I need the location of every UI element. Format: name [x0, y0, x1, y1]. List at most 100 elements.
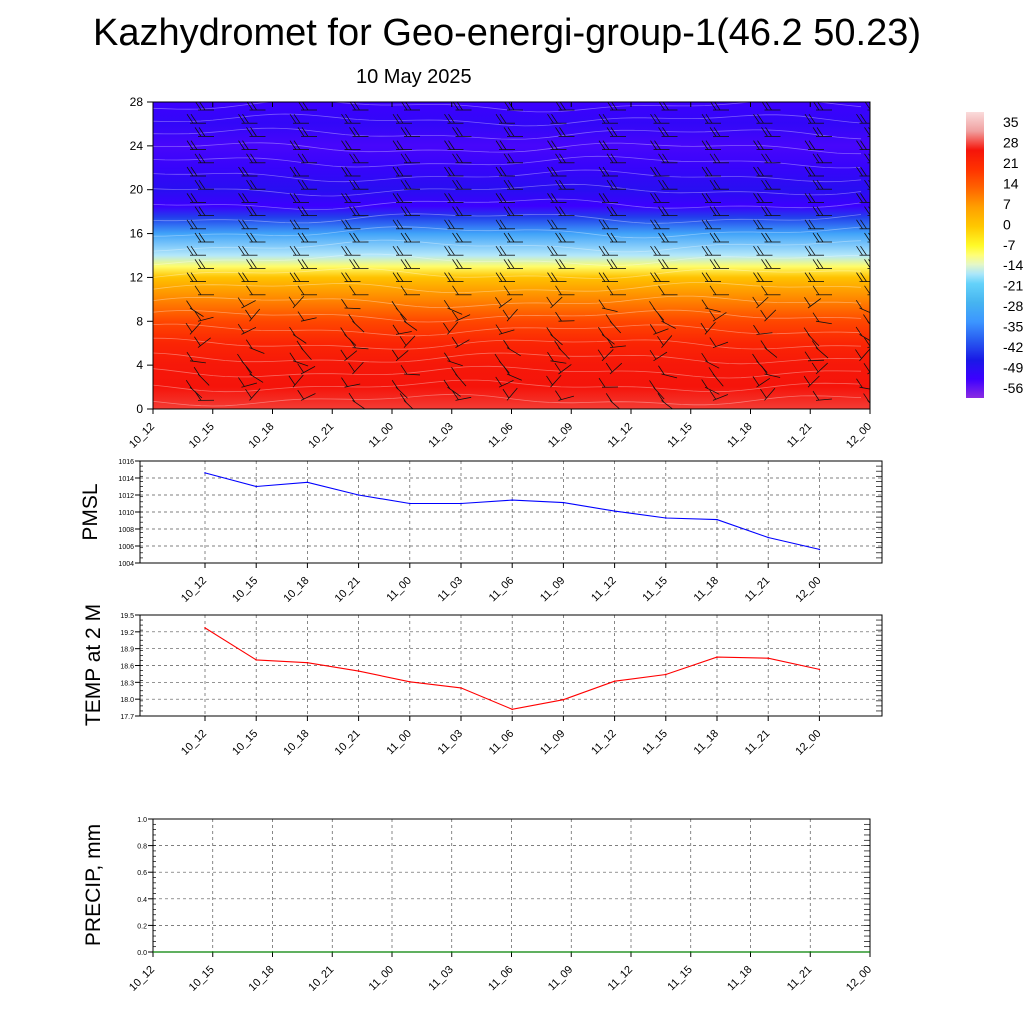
wind-barb-staff [395, 350, 409, 362]
heatmap-y-tick-label: 12 [130, 270, 144, 284]
wind-barb-feather [495, 324, 503, 334]
wind-barb-feather [606, 206, 614, 216]
heatmap-y-tick-label: 4 [136, 358, 143, 372]
wind-barb-feather [606, 338, 614, 348]
wind-barb-feather [654, 140, 661, 150]
wind-barb-feather [190, 272, 198, 282]
wind-barb-feather [396, 140, 404, 150]
data-point [716, 656, 718, 658]
wind-barb-feather [559, 232, 566, 243]
wind-barb-feather [701, 219, 709, 230]
contour-line [153, 337, 862, 350]
wind-barb-feather [555, 311, 562, 322]
wind-barb-feather [349, 127, 356, 137]
heatmap-y-tick-label: 16 [130, 227, 144, 241]
wind-barb-feather [860, 113, 867, 124]
wind-barb-feather [392, 193, 400, 203]
wind-barb-feather [654, 272, 661, 282]
wind-barb-feather [559, 179, 566, 190]
figure-title: Kazhydromet for Geo-energi-group-1(46.2 … [92, 12, 921, 54]
wind-barb-feather [238, 166, 245, 177]
wind-barb-feather [765, 232, 772, 243]
wind-barb-feather [658, 206, 665, 216]
wind-barb-feather [246, 259, 253, 269]
data-point [409, 502, 411, 505]
data-point [204, 627, 206, 629]
data-point [255, 485, 257, 488]
wind-barb-feather [657, 393, 665, 403]
wind-barb-feather [452, 206, 459, 216]
wind-barb-feather [761, 127, 768, 137]
contour-line [153, 142, 862, 155]
x-tick-label: 11_12 [606, 964, 636, 994]
wind-barb-staff [661, 335, 673, 348]
wind-barb-staff [249, 388, 261, 401]
contour-line [153, 155, 862, 169]
data-point [357, 670, 360, 672]
wind-barb-feather [499, 113, 507, 124]
wind-barb-feather [701, 272, 709, 282]
wind-barb-feather [186, 140, 194, 150]
wind-barb-feather [709, 127, 717, 137]
wind-barb-feather [448, 219, 455, 230]
heatmap-x-tick-label: 10_21 [306, 421, 336, 451]
wind-barb-feather [289, 352, 297, 363]
data-point [460, 502, 462, 505]
wind-barb-feather [198, 206, 206, 216]
wind-barb-feather [547, 219, 554, 230]
data-point [255, 659, 257, 661]
wind-barb-feather [495, 376, 503, 387]
wind-barb-feather [811, 340, 819, 350]
wind-barb-feather [495, 219, 503, 230]
wind-barb-feather [503, 153, 511, 164]
wind-barb-feather [555, 285, 562, 296]
wind-barb-feather [816, 206, 824, 216]
wind-barb-feather [812, 206, 820, 216]
wind-barb-staff [292, 374, 304, 388]
wind-barb-feather [547, 352, 554, 362]
wind-barb-feather [293, 245, 301, 256]
wind-barb-feather [760, 388, 767, 399]
wind-barb-feather [606, 153, 614, 164]
wind-barb-feather [804, 193, 812, 203]
wind-barb-feather [649, 301, 656, 311]
wind-barb-feather [404, 232, 412, 243]
wind-barb-feather [808, 166, 816, 177]
x-tick-label: 12_00 [793, 575, 823, 605]
wind-barb-staff [352, 361, 364, 375]
wind-barb-feather [297, 127, 305, 137]
wind-barb-feather [499, 140, 507, 150]
wind-barb-feather [546, 296, 554, 307]
data-point [511, 499, 513, 501]
wind-barb-feather [392, 272, 400, 282]
wind-barb-feather [546, 327, 554, 337]
wind-barb-staff [344, 350, 358, 362]
heatmap-x-tick-label: 10_12 [127, 421, 157, 451]
wind-barb-feather [654, 166, 661, 177]
wind-barb-feather [349, 259, 356, 269]
y-tick-label: 18.3 [120, 680, 134, 687]
wind-barb-staff [704, 321, 716, 335]
wind-barb-feather [713, 153, 721, 164]
wind-barb-feather [709, 179, 717, 190]
wind-barb-feather [238, 193, 245, 203]
wind-barb-feather [812, 390, 820, 401]
wind-barb-feather [186, 193, 194, 203]
wind-barb-feather [503, 339, 510, 350]
wind-barb-feather [860, 140, 867, 150]
wind-barb-feather [194, 391, 202, 401]
wind-barb-feather [860, 193, 867, 203]
wind-barb-feather [507, 259, 515, 269]
contour-line [153, 323, 862, 337]
wind-barb-feather [444, 272, 451, 282]
plot-frame [139, 614, 883, 717]
wind-barb-feather [353, 232, 360, 243]
wind-barb-feather [443, 379, 451, 390]
wind-barb-feather [242, 113, 249, 124]
wind-barb-feather [606, 232, 614, 243]
y-tick-label: 1.0 [137, 817, 147, 824]
wind-barb-feather [658, 232, 665, 243]
wind-barb-feather [808, 245, 816, 256]
wind-barb-feather [860, 245, 867, 256]
wind-barb-feather [555, 127, 562, 137]
